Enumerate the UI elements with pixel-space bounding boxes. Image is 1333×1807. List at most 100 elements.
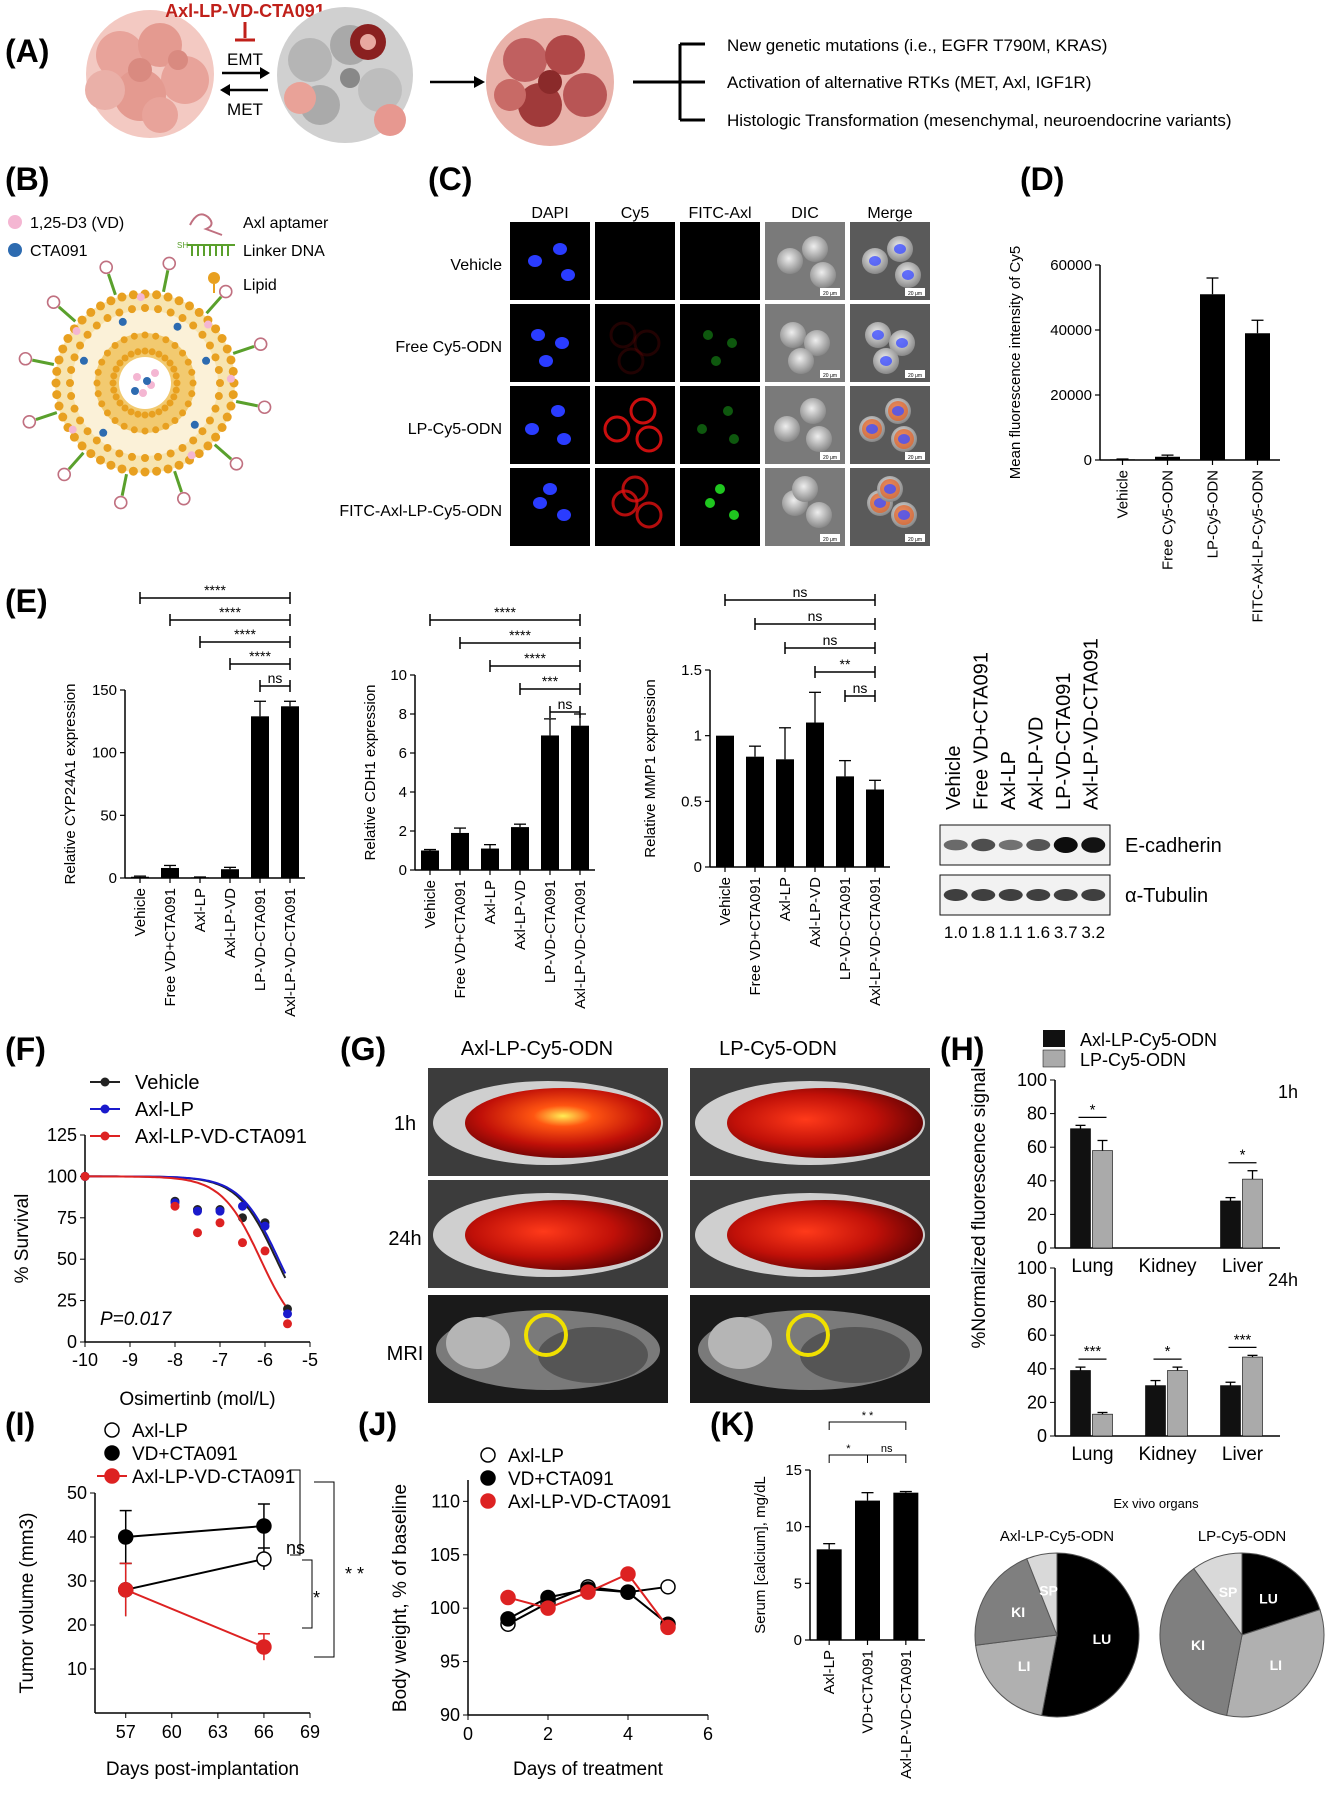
lipid-head xyxy=(179,349,187,357)
mri-head xyxy=(708,1317,772,1369)
merge-nucleus xyxy=(866,424,878,434)
data-point xyxy=(500,1611,516,1627)
x-tick-label: Lung xyxy=(1071,1256,1113,1277)
band-tubulin xyxy=(943,889,968,901)
lipid-head xyxy=(103,314,112,323)
pie-axl: Axl-LP-Cy5-ODN LU LI KI SP xyxy=(974,1528,1140,1718)
linker-dna xyxy=(232,345,255,355)
data-point xyxy=(256,1551,272,1567)
y-axis-label: Serum [calcium], mg/dL xyxy=(752,1476,769,1634)
dic-cell xyxy=(806,502,832,528)
legend-label: Vehicle xyxy=(135,1072,200,1094)
lipid-head xyxy=(171,341,179,349)
lane-label: Axl-LP-VD xyxy=(1025,717,1047,810)
row-label: 1h xyxy=(394,1113,416,1135)
x-tick-label: Free VD+CTA091 xyxy=(452,880,469,999)
lipid-head xyxy=(92,321,101,330)
merge-nucleus xyxy=(896,338,908,348)
pie-title: Axl-LP-Cy5-ODN xyxy=(1000,1528,1114,1545)
fitc-signal xyxy=(703,330,713,340)
y-tick-label: 0 xyxy=(1037,1426,1047,1446)
bar xyxy=(1220,1385,1241,1437)
x-tick-label: Vehicle xyxy=(422,880,439,928)
micrograph xyxy=(595,386,675,464)
linker-legend-icon xyxy=(187,244,235,256)
series-line xyxy=(125,1525,265,1538)
lipid-head xyxy=(152,466,162,476)
lipid-head xyxy=(163,292,173,302)
y-tick-label: 100 xyxy=(47,1166,77,1186)
x-tick-label: Axl-LP-VD xyxy=(807,877,824,947)
y-tick-label: 80 xyxy=(1027,1104,1047,1124)
sig-label: **** xyxy=(219,604,241,620)
data-point xyxy=(193,1228,202,1238)
cta091 xyxy=(118,317,127,326)
dic-cell xyxy=(802,236,828,262)
legend-marker xyxy=(100,1077,110,1087)
legend-marker xyxy=(480,1447,496,1463)
nucleus xyxy=(557,433,571,445)
lipid-head xyxy=(86,307,96,317)
column-header: LP-Cy5-ODN xyxy=(719,1038,837,1060)
legend-label: VD+CTA091 xyxy=(132,1444,238,1465)
lipid-head xyxy=(110,386,118,394)
bar xyxy=(1092,1150,1113,1249)
fitc-signal xyxy=(727,338,737,348)
lipid-head xyxy=(98,358,106,366)
lipid-head xyxy=(141,347,149,355)
row-label: Vehicle xyxy=(450,257,502,274)
panel-b: (B) 1,25-D3 (VD) CTA091 Axl aptamer SH L… xyxy=(5,161,329,510)
lipid-head xyxy=(134,410,142,418)
lipid-head xyxy=(130,332,138,340)
dic-cell xyxy=(788,348,814,374)
linker-dna xyxy=(213,443,233,461)
x-tick-label: VD+CTA091 xyxy=(860,1650,877,1734)
chart-e-cdh1: 0 2 4 6 8 10 Vehicle Free VD+CTA091 Axl-LP Axl-LP… xyxy=(362,604,595,1009)
lipid-head xyxy=(166,449,175,458)
scale-bar-box xyxy=(820,288,840,296)
bar xyxy=(836,776,854,867)
lipid-head xyxy=(214,392,223,401)
micrograph xyxy=(510,222,590,300)
axl-aptamer xyxy=(162,256,177,271)
axl-aptamer xyxy=(22,414,37,429)
chart-h-1h: 0 20 40 60 80 100 Lung Kidney Liver 1h * * xyxy=(1017,1070,1298,1277)
x-tick-label: Free Cy5-ODN xyxy=(1160,470,1177,570)
y-axis-label: Relative MMP1 expression xyxy=(642,679,659,857)
lipid-head xyxy=(98,400,106,408)
fluorescence-signal xyxy=(727,1200,923,1270)
lipid-head xyxy=(69,432,79,442)
legend-h-lp: LP-Cy5-ODN xyxy=(1080,1050,1186,1070)
lipid-head xyxy=(166,399,174,407)
lipid-head xyxy=(170,365,178,373)
data-point xyxy=(580,1584,596,1600)
nucleus xyxy=(525,423,539,435)
sig-label: * * xyxy=(345,1564,364,1584)
merge-nucleus xyxy=(874,498,886,508)
fluorescence-signal xyxy=(727,1088,923,1158)
lipid-head xyxy=(127,452,136,461)
lipid-head xyxy=(58,344,68,354)
data-point xyxy=(117,1582,134,1598)
pie-slice xyxy=(1193,1552,1243,1637)
blot-quant: 1.8 xyxy=(971,923,995,942)
legend-marker xyxy=(100,1104,110,1114)
lipid-head xyxy=(96,455,105,465)
legend-marker xyxy=(100,1131,110,1141)
lipid-head xyxy=(54,355,64,365)
lipid-head xyxy=(178,314,187,323)
blot-quant: 1.0 xyxy=(944,923,968,942)
sig-label: **** xyxy=(204,582,226,598)
band-tubulin xyxy=(971,889,996,901)
lipid-head xyxy=(120,336,128,344)
x-tick-label: LP-Cy5-ODN xyxy=(1205,470,1222,558)
legend-label: Axl-LP-VD-CTA091 xyxy=(132,1467,295,1488)
lipid-head xyxy=(115,449,124,458)
linker-dna xyxy=(205,295,223,315)
lipid-head xyxy=(166,308,175,317)
y-tick-label: 0.5 xyxy=(681,793,702,810)
lipid-head xyxy=(152,290,162,300)
lipid-head xyxy=(58,412,68,422)
scale-bar-label: 20 μm xyxy=(908,455,922,461)
lipid-head xyxy=(127,305,136,314)
